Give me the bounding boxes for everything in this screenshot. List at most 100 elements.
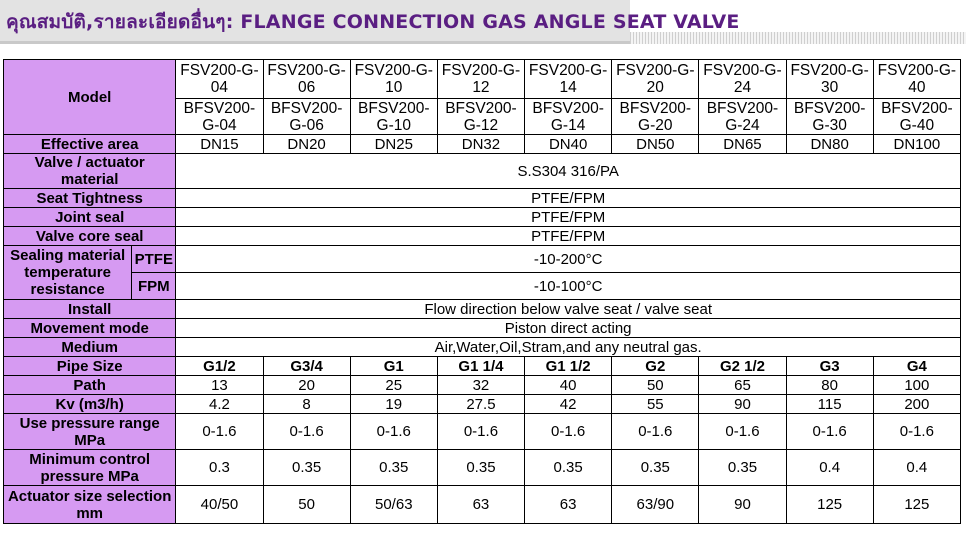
min-pressure-cell: 0.4 — [872, 449, 962, 486]
row-header-actuator-size: Actuator size selection mm — [2, 485, 177, 524]
actuator-size-cell: 50 — [262, 485, 351, 524]
use-pressure-cell: 0-1.6 — [524, 413, 613, 450]
row-model: Model FSV200-G-04 FSV200-G-06 FSV200-G-10 FS… — [2, 59, 962, 135]
kv-cell: 42 — [524, 394, 613, 414]
row-model-b: BFSV200-G-04 BFSV200-G-06 BFSV200-G-10 BFSV… — [4, 98, 962, 135]
path-cell: 40 — [524, 375, 613, 395]
path-cell: 50 — [611, 375, 700, 395]
actuator-size-cell: 50/63 — [349, 485, 438, 524]
model-fsv-cell: FSV200-G-12 — [436, 59, 526, 99]
row-header-effective-area: Effective area — [2, 134, 177, 154]
actuator-size-cell: 125 — [785, 485, 874, 524]
pipe-size-cell: G2 1/2 — [698, 356, 787, 376]
kv-cell: 200 — [872, 394, 962, 414]
pipe-size-cell: G1 1/2 — [524, 356, 613, 376]
valve-material-value: S.S304 316/PA — [175, 153, 961, 189]
min-pressure-cell: 0.35 — [611, 449, 700, 486]
effective-area-cell: DN80 — [785, 134, 874, 154]
kv-cell: 19 — [349, 394, 438, 414]
actuator-size-cell: 90 — [698, 485, 787, 524]
kv-cell: 27.5 — [436, 394, 526, 414]
row-header-model: Model — [2, 59, 177, 135]
row-actuator-size: Actuator size selection mm 40/50 50 50/63 63… — [2, 485, 962, 524]
model-fsv-cell: FSV200-G-30 — [785, 59, 874, 99]
use-pressure-cell: 0-1.6 — [175, 413, 264, 450]
movement-mode-value: Piston direct acting — [175, 318, 961, 338]
kv-cell: 115 — [785, 394, 874, 414]
model-bfsv-cell: BFSV200-G-10 — [349, 98, 438, 135]
sub-header-ptfe: PTFE — [131, 245, 177, 273]
use-pressure-cell: 0-1.6 — [262, 413, 351, 450]
spec-table: Model FSV200-G-04 FSV200-G-06 FSV200-G-10 FS… — [2, 59, 962, 524]
min-pressure-cell: 0.3 — [175, 449, 264, 486]
row-seat-tightness: Seat Tightness PTFE/FPM — [2, 188, 961, 208]
row-valve-material: Valve / actuator material S.S304 316/PA — [2, 153, 961, 189]
use-pressure-cell: 0-1.6 — [349, 413, 438, 450]
kv-cell: 8 — [262, 394, 351, 414]
row-path: Path 13 20 25 32 40 50 65 80 100 — [2, 375, 962, 395]
model-bfsv-cell: BFSV200-G-40 — [872, 98, 962, 135]
row-header-use-pressure: Use pressure range MPa — [2, 413, 177, 450]
actuator-size-cell: 125 — [872, 485, 962, 524]
row-min-pressure: Minimum control pressure MPa 0.3 0.35 0.35 0… — [2, 449, 962, 486]
min-pressure-cell: 0.35 — [262, 449, 351, 486]
min-pressure-cell: 0.35 — [349, 449, 438, 486]
model-bfsv-cell: BFSV200-G-24 — [698, 98, 787, 135]
model-bfsv-cell: BFSV200-G-04 — [175, 98, 264, 135]
min-pressure-cell: 0.35 — [436, 449, 526, 486]
joint-seal-value: PTFE/FPM — [175, 207, 961, 227]
effective-area-cell: DN50 — [611, 134, 700, 154]
row-use-pressure: Use pressure range MPa 0-1.6 0-1.6 0-1.6 0-1… — [2, 413, 962, 450]
model-fsv-cell: FSV200-G-14 — [524, 59, 613, 99]
effective-area-cell: DN15 — [175, 134, 264, 154]
model-bfsv-cell: BFSV200-G-06 — [262, 98, 351, 135]
pipe-size-cell: G1/2 — [175, 356, 264, 376]
use-pressure-cell: 0-1.6 — [611, 413, 700, 450]
install-value: Flow direction below valve seat / valve … — [175, 299, 961, 319]
pipe-size-cell: G3/4 — [262, 356, 351, 376]
banner-decoration — [630, 32, 966, 44]
pipe-size-cell: G2 — [611, 356, 700, 376]
row-header-path: Path — [2, 375, 177, 395]
pipe-size-cell: G1 1/4 — [436, 356, 526, 376]
sub-header-fpm: FPM — [131, 272, 177, 300]
actuator-size-cell: 63 — [436, 485, 526, 524]
model-fsv-cell: FSV200-G-40 — [872, 59, 962, 99]
model-bfsv-cell: BFSV200-G-12 — [436, 98, 526, 135]
row-header-sealing-temp: Sealing material temperature resistance — [2, 245, 133, 300]
row-header-seat-tightness: Seat Tightness — [2, 188, 177, 208]
effective-area-cell: DN65 — [698, 134, 787, 154]
row-header-movement-mode: Movement mode — [2, 318, 177, 338]
valve-core-seal-value: PTFE/FPM — [175, 226, 961, 246]
effective-area-cell: DN100 — [872, 134, 962, 154]
row-install: Install Flow direction below valve seat /… — [2, 299, 961, 319]
path-cell: 80 — [785, 375, 874, 395]
row-header-valve-material: Valve / actuator material — [2, 153, 177, 189]
actuator-size-cell: 40/50 — [175, 485, 264, 524]
min-pressure-cell: 0.4 — [785, 449, 874, 486]
title-banner: คุณสมบัติ,รายละเอียดอื่นๆ: FLANGE CONNEC… — [0, 0, 739, 44]
path-cell: 20 — [262, 375, 351, 395]
row-joint-seal: Joint seal PTFE/FPM — [2, 207, 961, 227]
effective-area-cell: DN20 — [262, 134, 351, 154]
use-pressure-cell: 0-1.6 — [785, 413, 874, 450]
model-bfsv-cell: BFSV200-G-30 — [785, 98, 874, 135]
row-movement-mode: Movement mode Piston direct acting — [2, 318, 961, 338]
kv-cell: 4.2 — [175, 394, 264, 414]
row-header-install: Install — [2, 299, 177, 319]
actuator-size-cell: 63/90 — [611, 485, 700, 524]
row-sealing-fpm: FPM -10-100°C — [4, 272, 961, 300]
path-cell: 13 — [175, 375, 264, 395]
row-medium: Medium Air,Water,Oil,Stram,and any neutra… — [2, 337, 961, 357]
model-fsv-cell: FSV200-G-20 — [611, 59, 700, 99]
fpm-temp-value: -10-100°C — [175, 272, 961, 300]
model-fsv-cell: FSV200-G-04 — [175, 59, 264, 99]
pipe-size-cell: G1 — [349, 356, 438, 376]
row-effective-area: Effective area DN15 DN20 DN25 DN32 DN40 DN50 DN… — [2, 134, 962, 154]
path-cell: 32 — [436, 375, 526, 395]
row-sealing-ptfe: Sealing material temperature resistance P… — [2, 245, 961, 300]
model-bfsv-cell: BFSV200-G-14 — [524, 98, 613, 135]
row-header-joint-seal: Joint seal — [2, 207, 177, 227]
path-cell: 25 — [349, 375, 438, 395]
row-header-medium: Medium — [2, 337, 177, 357]
